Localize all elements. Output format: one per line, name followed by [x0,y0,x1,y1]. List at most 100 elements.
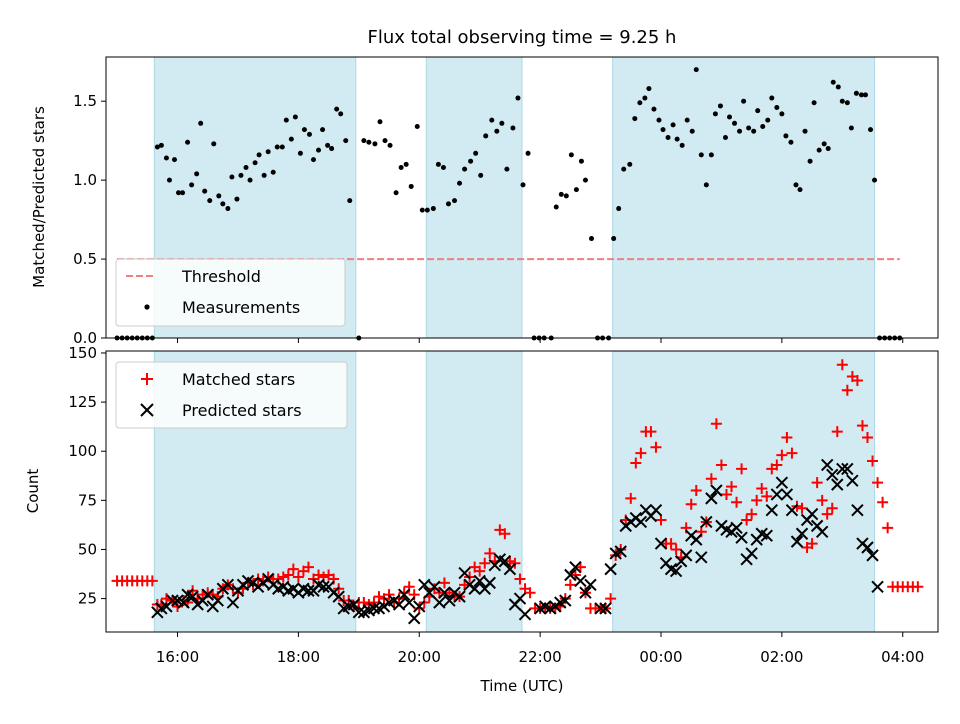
predicted-star-point [347,598,360,611]
measurement-point [573,187,579,193]
y-tick-label: 125 [68,393,97,411]
matched-star-point [776,449,788,461]
measurement-point [802,128,808,134]
measurement-point [234,196,240,202]
observing-interval-shade [612,56,876,339]
measurement-point [220,201,226,207]
measurements-legend-label: Measurements [182,298,300,317]
predicted-star-point [760,529,773,542]
matched-star-point [146,575,158,587]
matched-star-point [811,477,823,489]
matched-star-point [756,483,768,495]
measurement-point [366,139,372,145]
measurement-point [835,84,841,90]
predicted-star-point [221,578,235,592]
top-shaded-intervals [153,56,876,339]
matched-star-point [882,522,894,534]
matched-star-point [912,581,924,593]
measurement-point [343,138,349,144]
measurement-point [504,166,510,172]
top-legend: Threshold Measurements [115,258,346,327]
measurement-point [325,142,331,148]
predicted-star-point [317,580,330,594]
x-tick-label: 02:00 [760,648,803,666]
measurement-point [489,117,495,123]
measurement-point [468,158,474,164]
measurement-point [582,177,588,183]
predicted-star-point [730,521,743,535]
measurement-point [746,125,752,131]
matched-star-point [524,587,536,599]
measurement-point [393,190,399,196]
predicted-star-point [654,537,668,550]
predicted-star-point [815,525,829,538]
measurement-point [525,150,531,156]
bottom-legend-box [115,361,348,429]
matched-star-point [690,485,702,497]
predicted-star-point [805,507,819,521]
matched-star-point [786,447,798,459]
measurement-point [316,147,322,153]
measurement-point [292,114,298,120]
predicted-star-point [418,578,431,592]
predicted-star-point [498,555,512,568]
measurement-point [301,127,307,133]
matched-star-point [771,459,783,471]
matched-star-point [630,457,642,469]
matched-star-point [665,538,677,550]
measurement-point [765,117,771,123]
measurement-point [320,127,326,133]
measurement-point [807,158,813,164]
top-y-ticks: 0.0 0.5 1.0 1.5 [73,92,106,347]
predicted-stars-series [151,458,884,625]
matched-star-point [867,455,879,467]
matched-star-point [670,543,682,555]
measurement-point [211,141,217,147]
measurement-point [176,190,182,196]
matched-star-point [877,496,889,508]
measurement-point [741,98,747,104]
measurement-point [198,120,204,126]
predicted-star-point [871,580,884,594]
measurement-point [558,191,564,197]
matched-star-point [564,579,576,591]
predicted-star-point [428,580,441,594]
measurement-point [788,139,794,145]
measurement-point [689,128,695,134]
chart-title: Flux total observing time = 9.25 h [368,27,677,48]
measurement-point [858,92,864,98]
predicted-star-point [705,492,718,505]
measurement-point [737,128,743,134]
measurement-point [252,160,258,166]
measurements-series [114,67,903,341]
measurement-point [440,165,446,171]
matched-star-point [514,573,526,585]
predicted-star-point [408,612,421,625]
measurement-point [811,100,817,106]
top-x-ticks [177,338,904,343]
measurement-point [408,183,414,189]
measurement-point [563,193,569,199]
matched-star-point [746,508,758,520]
predicted-star-point [695,551,708,564]
measurement-point [578,158,584,164]
matched-star-point [650,441,662,453]
top-axes-frame [105,56,939,339]
bottom-axes-frame [105,350,939,633]
matched-stars-legend-handle [141,373,153,385]
measurement-point [651,106,657,112]
predicted-star-point [201,588,214,601]
measurement-point [414,123,420,129]
predicted-star-point [518,608,532,621]
measurement-point [216,193,222,199]
predicted-star-point [594,602,607,615]
predicted-star-point [785,503,799,517]
predicted-star-point [866,549,879,562]
y-tick-label: 0.0 [73,329,97,347]
predicted-star-point [765,503,779,517]
measurement-point [693,67,699,73]
measurement-point [473,150,479,156]
top-legend-box [115,258,346,327]
measurement-point [494,128,500,134]
measurement-point [674,136,680,142]
